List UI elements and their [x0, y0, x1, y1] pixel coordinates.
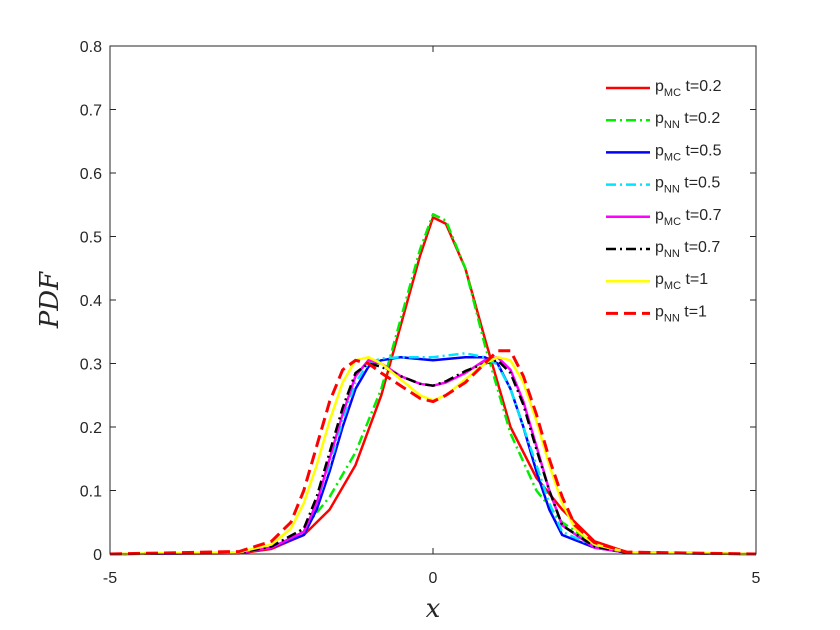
legend-entry: pNN t=0.7: [655, 239, 720, 260]
legend-entry: pMC t=0.5: [655, 142, 722, 163]
plot-area: [110, 46, 756, 554]
series-line-5: [109, 359, 757, 556]
legend-entry: pMC t=0.7: [655, 207, 722, 228]
series-line-3: [109, 352, 757, 556]
x-axis-label: x: [426, 594, 441, 624]
legend-entry: pNN t=1: [655, 303, 707, 324]
tick-layer: -5 0 500.10.20.30.40.50.60.70.8: [80, 39, 761, 587]
x-tick-label: 5: [752, 570, 761, 587]
legend-entry: pMC t=0.2: [655, 78, 722, 99]
y-tick-label: 0.5: [80, 230, 102, 247]
y-tick-label: 0: [93, 547, 102, 564]
legend-entry: pNN t=0.5: [655, 175, 720, 196]
y-tick-label: 0.3: [80, 357, 102, 374]
y-tick-label: 0.7: [80, 103, 102, 120]
series-line-2: [109, 355, 757, 556]
legend-entry: pNN t=0.2: [655, 110, 720, 131]
y-axis-label: PDF: [35, 271, 65, 329]
x-tick-label: 0: [429, 570, 438, 587]
series-line-7: [109, 349, 757, 556]
y-tick-label: 0.1: [80, 484, 102, 501]
y-tick-label: 0.8: [80, 39, 102, 56]
series-layer: [109, 213, 757, 556]
legend: pMC t=0.2 pNN t=0.2 pMC t=0.5 pNN t=0.5 pMC …: [606, 78, 722, 324]
y-tick-label: 0.6: [80, 166, 102, 183]
y-tick-label: 0.4: [80, 293, 102, 310]
x-tick-label: -5: [103, 570, 117, 587]
legend-entry: pMC t=1: [655, 271, 708, 292]
y-tick-label: 0.2: [80, 420, 102, 437]
